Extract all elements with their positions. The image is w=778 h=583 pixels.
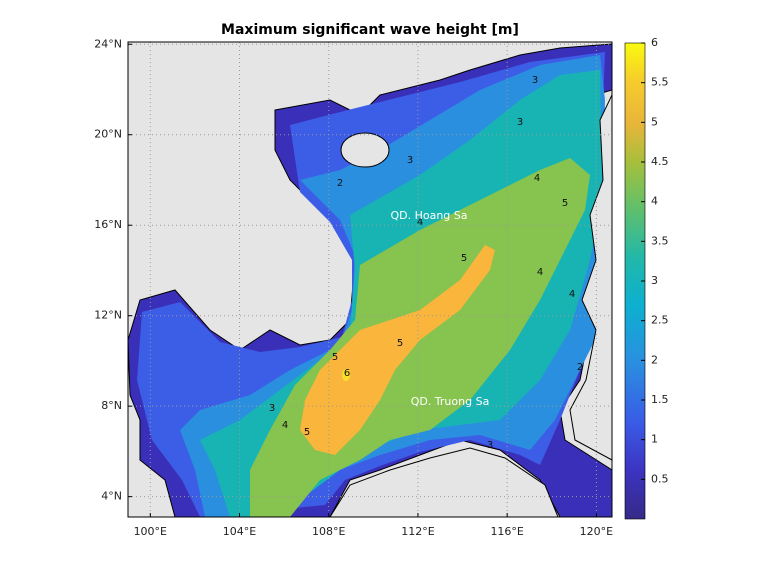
contour-label: 3 xyxy=(532,75,538,86)
y-tick-label: 24°N xyxy=(94,37,122,50)
contour-label: 4 xyxy=(569,289,575,300)
contour-label: 3 xyxy=(407,155,413,166)
axes-frame xyxy=(127,41,613,518)
colorbar-tick-label: 6 xyxy=(651,36,658,49)
colorbar-tick-label: 1.5 xyxy=(651,393,669,406)
contour-label: 4 xyxy=(282,420,288,431)
contour-label: 3 xyxy=(517,117,523,128)
contour-label: 6 xyxy=(344,368,350,379)
contour-label: 4 xyxy=(417,217,423,228)
sea-level-5 xyxy=(300,245,495,455)
y-tick-label: 4°N xyxy=(101,490,122,503)
contour-label: 5 xyxy=(397,338,403,349)
x-tick-label: 108°E xyxy=(312,525,345,538)
y-tick-label: 20°N xyxy=(94,128,122,141)
colorbar-tick-label: 4.5 xyxy=(651,155,669,168)
contour-label: 4 xyxy=(537,267,543,278)
contour-label: 4 xyxy=(534,173,540,184)
colorbar-tick-label: 3.5 xyxy=(651,234,669,247)
annotation: QD. Truong Sa xyxy=(411,395,490,408)
contour-label: 5 xyxy=(562,198,568,209)
colorbar-tick-label: 0.5 xyxy=(651,472,669,485)
contour-label: 2 xyxy=(337,178,343,189)
colorbar-tick-label: 1 xyxy=(651,433,658,446)
y-tick-label: 8°N xyxy=(101,399,122,412)
x-tick-label: 120°E xyxy=(580,525,613,538)
colorbar-tick-label: 2 xyxy=(651,353,658,366)
philippines-coast xyxy=(569,94,612,461)
borneo-coast xyxy=(329,447,559,517)
colorbar-tick-label: 4 xyxy=(651,195,658,208)
peak-area xyxy=(342,369,350,381)
contour-label: 2 xyxy=(577,362,583,373)
chart-title: Maximum significant wave height [m] xyxy=(221,22,519,38)
y-tick-label: 16°N xyxy=(94,218,122,231)
contour-label: 3 xyxy=(487,440,493,451)
y-tick-label: 12°N xyxy=(94,309,122,322)
x-tick-label: 112°E xyxy=(401,525,434,538)
x-tick-label: 116°E xyxy=(490,525,523,538)
hainan-island xyxy=(340,132,390,168)
colorbar-tick-label: 5 xyxy=(651,115,658,128)
grid xyxy=(128,42,612,517)
x-tick-label: 104°E xyxy=(223,525,256,538)
contour-label: 3 xyxy=(269,403,275,414)
annotation: QD. Hoang Sa xyxy=(390,209,467,222)
colorbar-tick-label: 2.5 xyxy=(651,314,669,327)
contour-label: 5 xyxy=(332,352,338,363)
contour-label: 5 xyxy=(461,253,467,264)
colorbar-tick-label: 5.5 xyxy=(651,76,669,89)
axes: 100°E 104°E 108°E 112°E 116°E 120°E 4°N 8°N 12°N… xyxy=(94,36,668,538)
x-tick-label: 100°E xyxy=(134,525,167,538)
colorbar-tick-label: 3 xyxy=(651,274,658,287)
contour-label: 5 xyxy=(304,427,310,438)
